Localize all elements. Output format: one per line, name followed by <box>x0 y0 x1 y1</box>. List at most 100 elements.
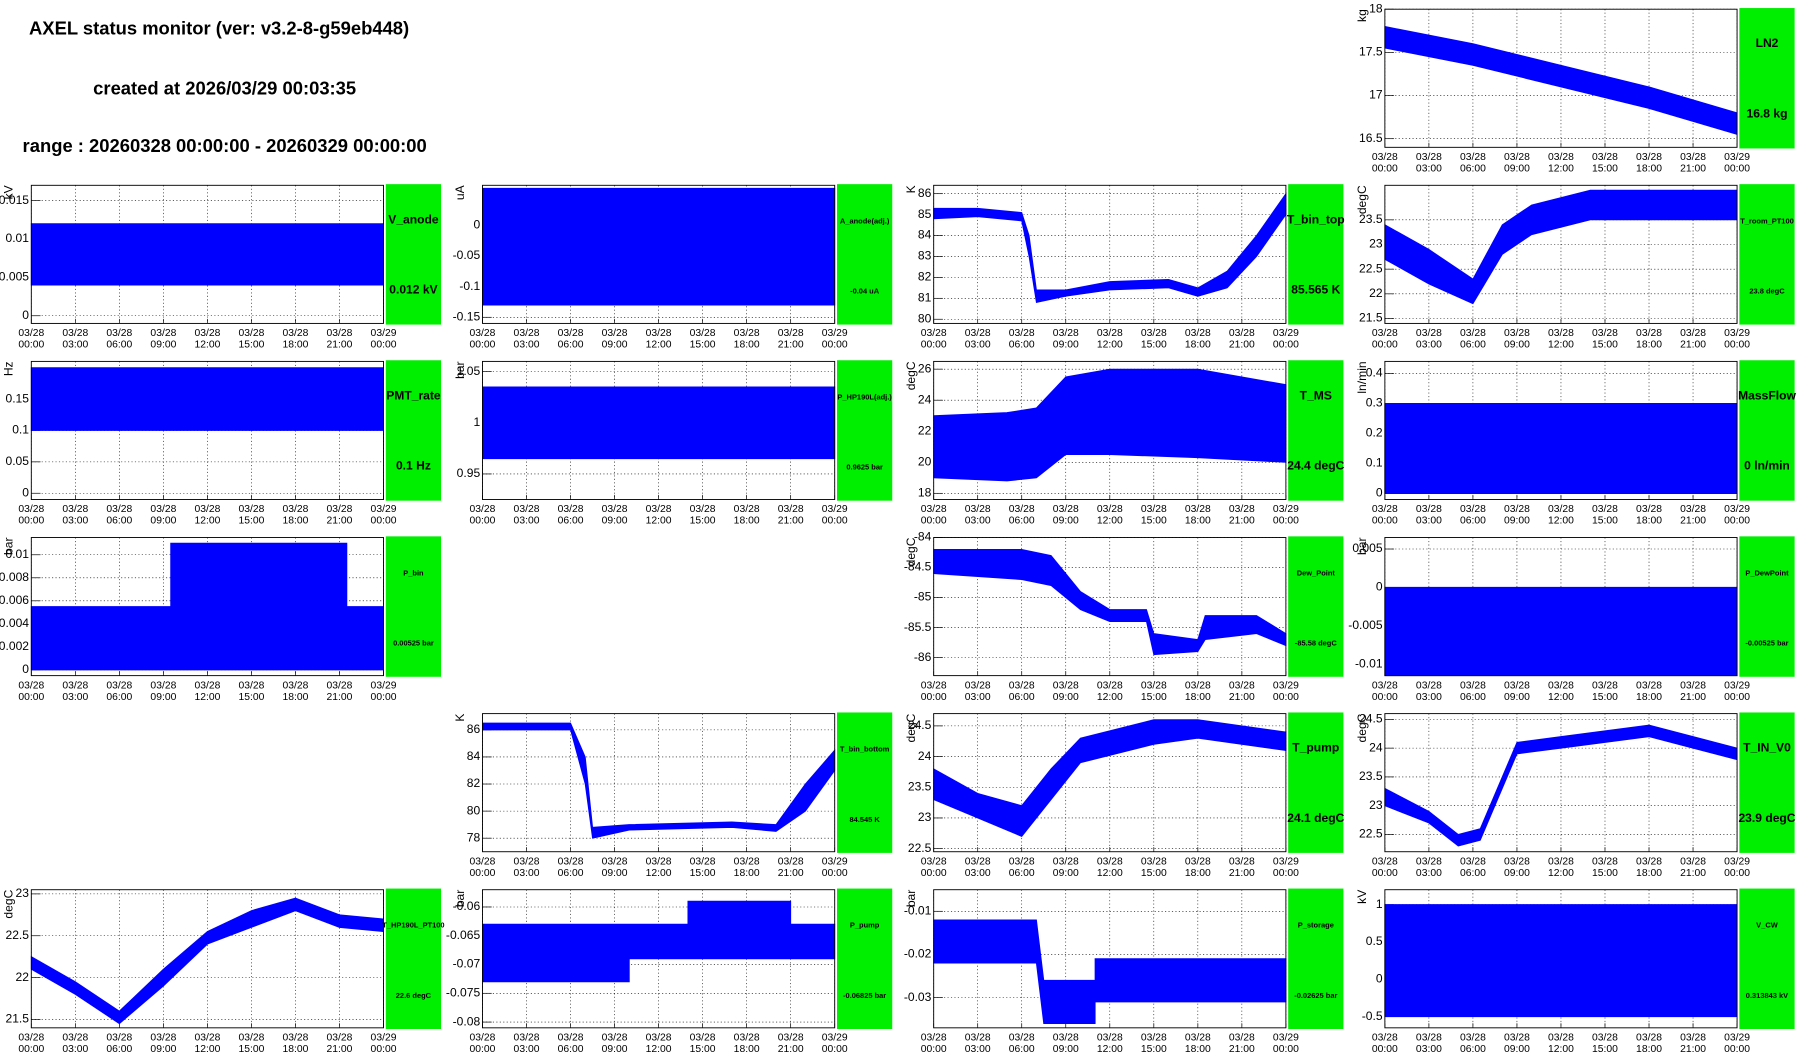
x-tick-label: 00:00 <box>1273 340 1299 351</box>
x-tick-label: 00:00 <box>371 340 397 351</box>
x-tick-label: 09:00 <box>1053 516 1079 527</box>
x-tick-label: 03/28 <box>1416 504 1442 515</box>
x-tick-label: 00:00 <box>921 868 947 879</box>
x-tick-label: 03/29 <box>1273 856 1299 867</box>
x-tick-label: 03:00 <box>514 516 540 527</box>
y-tick-label: 0.006 <box>0 593 29 607</box>
channel-value: 24.1 degC <box>1287 811 1344 825</box>
x-tick-label: 03/28 <box>602 504 628 515</box>
x-tick-label: 03/28 <box>470 328 496 339</box>
x-tick-label: 03/28 <box>1416 856 1442 867</box>
x-tick-label: 03/28 <box>1053 328 1079 339</box>
x-tick-label: 03/28 <box>62 504 88 515</box>
x-tick-label: 06:00 <box>1460 340 1486 351</box>
x-tick-label: 18:00 <box>1185 868 1211 879</box>
y-tick-label: 22.5 <box>5 928 29 942</box>
x-tick-label: 03/28 <box>1636 504 1662 515</box>
x-tick-label: 06:00 <box>106 692 132 703</box>
x-tick-label: 03:00 <box>1416 692 1442 703</box>
x-tick-label: 21:00 <box>1229 1044 1255 1052</box>
x-tick-label: 12:00 <box>1548 340 1574 351</box>
y-tick-label: 0 <box>22 485 29 499</box>
x-tick-label: 03/28 <box>62 328 88 339</box>
x-tick-label: 15:00 <box>238 340 264 351</box>
x-tick-label: 03/28 <box>965 680 991 691</box>
x-tick-label: 03/28 <box>327 328 353 339</box>
x-tick-label: 03:00 <box>1416 163 1442 174</box>
x-tick-label: 03:00 <box>1416 1044 1442 1052</box>
plot-border <box>1384 889 1738 1029</box>
x-tick-label: 00:00 <box>1372 692 1398 703</box>
x-tick-label: 18:00 <box>283 692 309 703</box>
x-tick-label: 15:00 <box>1141 516 1167 527</box>
y-tick-label: 24 <box>918 749 932 763</box>
x-tick-label: 03/28 <box>1141 680 1167 691</box>
x-tick-label: 15:00 <box>1592 1044 1618 1052</box>
channel-value: 23.9 degC <box>1738 811 1795 825</box>
status-box <box>1288 712 1344 853</box>
x-tick-label: 06:00 <box>106 516 132 527</box>
x-tick-label: 18:00 <box>734 516 760 527</box>
x-tick-label: 18:00 <box>734 1044 760 1052</box>
channel-name: T_room_PT100 <box>1740 216 1794 225</box>
x-tick-label: 03/28 <box>1416 1032 1442 1043</box>
x-tick-label: 03/28 <box>106 504 132 515</box>
data-band <box>482 386 836 460</box>
x-tick-label: 21:00 <box>778 1044 804 1052</box>
x-tick-label: 03/28 <box>965 1032 991 1043</box>
status-box <box>836 184 893 325</box>
x-tick-label: 18:00 <box>1636 868 1662 879</box>
plot-border <box>933 889 1287 1029</box>
x-tick-label: 00:00 <box>18 340 44 351</box>
y-tick-label: -0.05 <box>453 248 481 262</box>
x-tick-label: 00:00 <box>470 868 496 879</box>
y-tick-label: 86 <box>918 186 932 200</box>
x-tick-label: 03/28 <box>283 328 309 339</box>
y-tick-label: 84 <box>467 749 481 763</box>
x-tick-label: 03/28 <box>921 504 947 515</box>
y-tick-label: 80 <box>918 311 932 325</box>
x-tick-label: 18:00 <box>734 868 760 879</box>
x-tick-label: 09:00 <box>1504 868 1530 879</box>
x-tick-label: 15:00 <box>238 516 264 527</box>
x-tick-label: 12:00 <box>646 516 672 527</box>
y-tick-label: 23.5 <box>1359 769 1383 783</box>
x-tick-label: 03:00 <box>62 516 88 527</box>
x-tick-label: 03/28 <box>734 504 760 515</box>
x-tick-label: 03/28 <box>1548 504 1574 515</box>
x-tick-label: 03/28 <box>106 680 132 691</box>
x-tick-label: 03/29 <box>1724 1032 1750 1043</box>
x-tick-label: 06:00 <box>1009 1044 1035 1052</box>
x-tick-label: 15:00 <box>690 516 716 527</box>
y-tick-label: -0.06 <box>453 899 481 913</box>
x-tick-label: 18:00 <box>1636 163 1662 174</box>
x-tick-label: 21:00 <box>1229 340 1255 351</box>
plot-border <box>482 184 836 324</box>
x-tick-label: 03/28 <box>602 328 628 339</box>
x-tick-label: 03/28 <box>238 504 264 515</box>
page-title: AXEL status monitor (ver: v3.2-8-g59eb44… <box>29 18 409 39</box>
x-tick-label: 09:00 <box>602 516 628 527</box>
y-axis-label: Hz <box>2 361 16 376</box>
y-tick-label: 26 <box>918 361 932 375</box>
x-tick-label: 03/28 <box>1460 504 1486 515</box>
y-tick-label: -84 <box>914 530 932 544</box>
x-tick-label: 03/28 <box>18 680 44 691</box>
x-tick-label: 03/28 <box>1053 504 1079 515</box>
y-tick-label: 18 <box>1369 1 1383 15</box>
y-tick-label: 22 <box>16 970 30 984</box>
x-tick-label: 03/28 <box>734 1032 760 1043</box>
plot-border <box>1384 537 1738 677</box>
status-box <box>836 360 893 501</box>
x-tick-label: 03/28 <box>1548 856 1574 867</box>
x-tick-label: 03/28 <box>1680 504 1706 515</box>
x-tick-label: 00:00 <box>1724 340 1750 351</box>
y-tick-label: -0.005 <box>1348 618 1383 632</box>
x-tick-label: 03/28 <box>1053 1032 1079 1043</box>
y-tick-label: 0.95 <box>457 466 481 480</box>
x-tick-label: 03/28 <box>1372 680 1398 691</box>
y-tick-label: 1.05 <box>457 364 481 378</box>
x-tick-label: 03/28 <box>1592 680 1618 691</box>
plot-border <box>30 537 384 677</box>
x-tick-label: 06:00 <box>1460 1044 1486 1052</box>
